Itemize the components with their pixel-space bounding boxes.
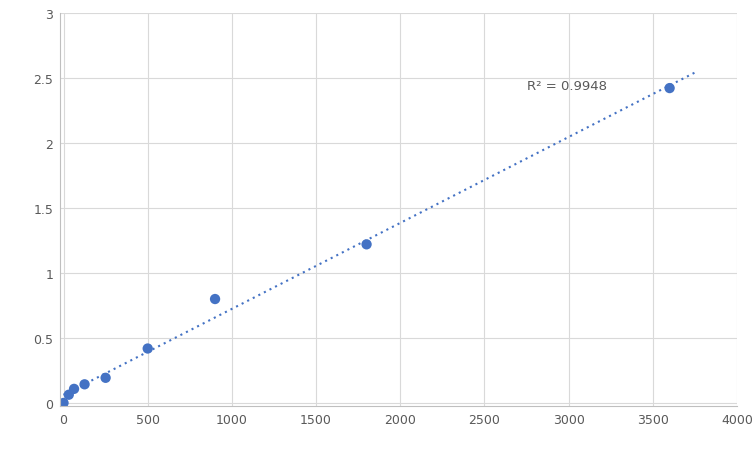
Point [78,381,90,388]
Point [68,386,80,393]
Point [141,345,153,352]
Point [360,241,372,249]
Point [99,374,111,382]
Point [209,296,221,303]
Point [663,85,675,92]
Point [57,400,69,407]
Point [62,391,74,399]
Text: R² = 0.9948: R² = 0.9948 [526,80,607,93]
